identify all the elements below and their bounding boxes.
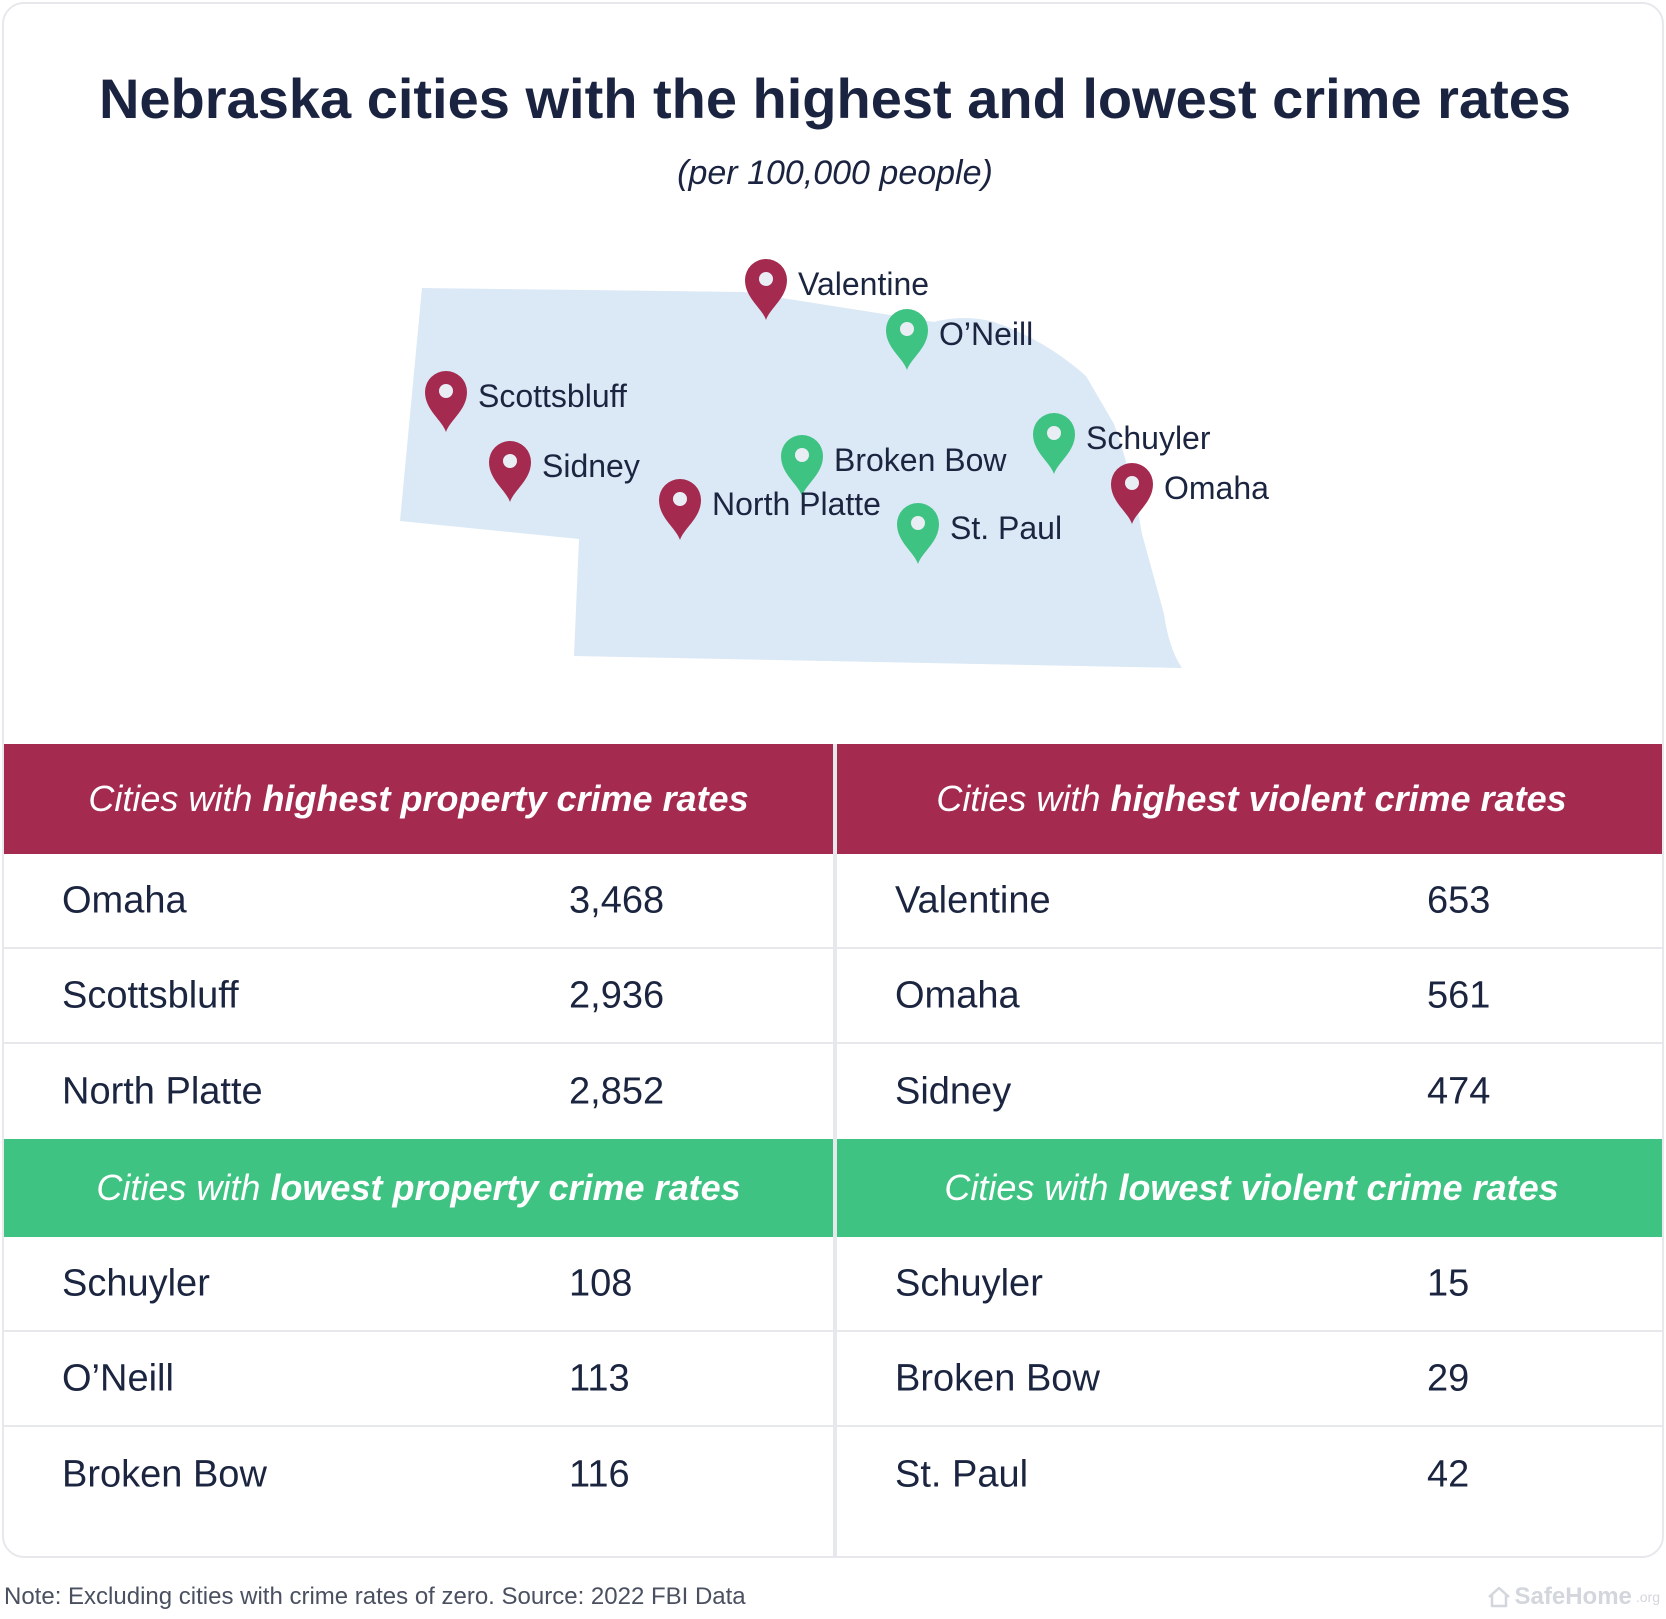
- header-emphasis: lowest property crime rates: [270, 1167, 741, 1208]
- city-name: St. Paul: [895, 1453, 1029, 1495]
- header-prefix: Cities with: [944, 1167, 1109, 1208]
- city-name: O’Neill: [62, 1357, 174, 1399]
- header-emphasis: lowest violent crime rates: [1118, 1167, 1559, 1208]
- right-column: Cities with highest violent crime rates …: [837, 744, 1662, 1522]
- crime-rate: 108: [569, 1262, 633, 1304]
- map-pin-icon: [781, 435, 823, 496]
- crime-rate: 29: [1427, 1357, 1470, 1399]
- map-pin-dot: [1047, 426, 1061, 440]
- map-pin-icon: [745, 259, 787, 320]
- crime-rate: 2,852: [569, 1070, 665, 1112]
- city-name: Omaha: [62, 879, 187, 921]
- header-prefix: Cities with: [936, 778, 1101, 819]
- crime-rate: 42: [1427, 1453, 1470, 1495]
- map-pin-omaha: Omaha: [1111, 463, 1269, 524]
- map-pin-dot: [1125, 476, 1139, 490]
- map-pin-icon: [489, 441, 531, 502]
- map-pin-icon: [1033, 413, 1075, 474]
- map-pin-dot: [759, 272, 773, 286]
- city-name: Valentine: [895, 879, 1051, 921]
- left-column: Cities with highest property crime rates…: [4, 744, 833, 1522]
- infographic-card: Nebraska cities with the highest and low…: [2, 2, 1664, 1558]
- map-pin-label: Sidney: [542, 448, 640, 484]
- map-pin-broken-bow: Broken Bow: [781, 435, 1007, 496]
- map-pin-st-paul: St. Paul: [897, 503, 1062, 564]
- page-subtitle: (per 100,000 people): [677, 154, 993, 192]
- brand-logo: SafeHome .org: [1487, 1583, 1660, 1611]
- map-pin-valentine: Valentine: [745, 259, 929, 320]
- map-pin-north-platte: North Platte: [659, 478, 881, 540]
- table-row: Scottsbluff 2,936: [4, 949, 833, 1044]
- crime-rate: 2,936: [569, 974, 665, 1016]
- city-name: Broken Bow: [62, 1453, 267, 1495]
- city-name: Scottsbluff: [62, 974, 239, 1016]
- map-pin-icon: [1111, 463, 1153, 524]
- city-name: Omaha: [895, 974, 1020, 1016]
- crime-rate: 561: [1427, 974, 1491, 1016]
- map-pin-icon: [897, 503, 939, 564]
- map-pins: Valentine O’Neill Scottsbluff Sidney Broken …: [425, 259, 1269, 564]
- table-row: Schuyler 15: [837, 1237, 1662, 1332]
- page-title: Nebraska cities with the highest and low…: [98, 67, 1572, 130]
- crime-rate: 653: [1427, 879, 1491, 921]
- nebraska-map: Valentine O’Neill Scottsbluff Sidney Broken …: [400, 259, 1269, 668]
- map-pin-dot: [795, 448, 809, 462]
- map-pin-label: St. Paul: [950, 510, 1062, 546]
- map-pin-label: North Platte: [712, 486, 881, 522]
- city-name: Broken Bow: [895, 1357, 1100, 1399]
- crime-rate: 474: [1427, 1070, 1491, 1112]
- table-row: Sidney 474: [837, 1044, 1662, 1139]
- table-row: Omaha 561: [837, 949, 1662, 1044]
- high-violent-header: Cities with highest violent crime rates: [837, 744, 1662, 854]
- header-prefix: Cities with: [88, 778, 253, 819]
- map-pin-label: Omaha: [1164, 470, 1269, 506]
- header-emphasis: highest property crime rates: [262, 778, 749, 819]
- city-name: Schuyler: [62, 1262, 210, 1304]
- header-emphasis: highest violent crime rates: [1110, 778, 1567, 819]
- source-note: Note: Excluding cities with crime rates …: [4, 1583, 746, 1610]
- crime-rate: 3,468: [569, 879, 665, 921]
- map-pin-schuyler: Schuyler: [1033, 413, 1211, 474]
- map-pin-icon: [425, 371, 467, 432]
- table-row: Omaha 3,468: [4, 854, 833, 949]
- table-row: Valentine 653: [837, 854, 1662, 949]
- map-pin-label: O’Neill: [939, 316, 1033, 352]
- map-pin-label: Valentine: [798, 266, 929, 302]
- city-name: Sidney: [895, 1070, 1012, 1112]
- header-prefix: Cities with: [96, 1167, 261, 1208]
- map-pin-dot: [439, 384, 453, 398]
- table-row: St. Paul 42: [837, 1427, 1662, 1522]
- map-pin-sidney: Sidney: [489, 441, 640, 502]
- map-pin-label: Broken Bow: [834, 442, 1007, 478]
- low-violent-header: Cities with lowest violent crime rates: [837, 1139, 1662, 1237]
- crime-rate: 116: [569, 1453, 630, 1495]
- house-icon: [1487, 1586, 1510, 1608]
- map-pin-icon: [886, 309, 928, 370]
- table-row: O’Neill 113: [4, 1332, 833, 1427]
- high-property-header: Cities with highest property crime rates: [4, 744, 833, 854]
- column-divider: [833, 744, 837, 1556]
- city-name: North Platte: [62, 1070, 263, 1112]
- low-property-header: Cities with lowest property crime rates: [4, 1139, 833, 1237]
- crime-rate: 15: [1427, 1262, 1470, 1304]
- table-row: Broken Bow 29: [837, 1332, 1662, 1427]
- city-name: Schuyler: [895, 1262, 1043, 1304]
- map-pin-scottsbluff: Scottsbluff: [425, 371, 627, 432]
- brand-name: SafeHome: [1514, 1583, 1632, 1610]
- map-pin-label: Scottsbluff: [478, 378, 627, 414]
- brand-suffix: .org: [1635, 1589, 1660, 1605]
- map-pin-dot: [673, 492, 687, 506]
- table-row: Broken Bow 116: [4, 1427, 833, 1522]
- table-row: North Platte 2,852: [4, 1044, 833, 1139]
- map-pin-o-neill: O’Neill: [886, 309, 1033, 370]
- map-pin-icon: [659, 478, 702, 540]
- map-pin-dot: [900, 322, 914, 336]
- map-pin-dot: [911, 516, 925, 530]
- crime-rate: 113: [569, 1357, 630, 1399]
- map-pin-label: Schuyler: [1086, 420, 1211, 456]
- table-row: Schuyler 108: [4, 1237, 833, 1332]
- map-pin-dot: [503, 454, 517, 468]
